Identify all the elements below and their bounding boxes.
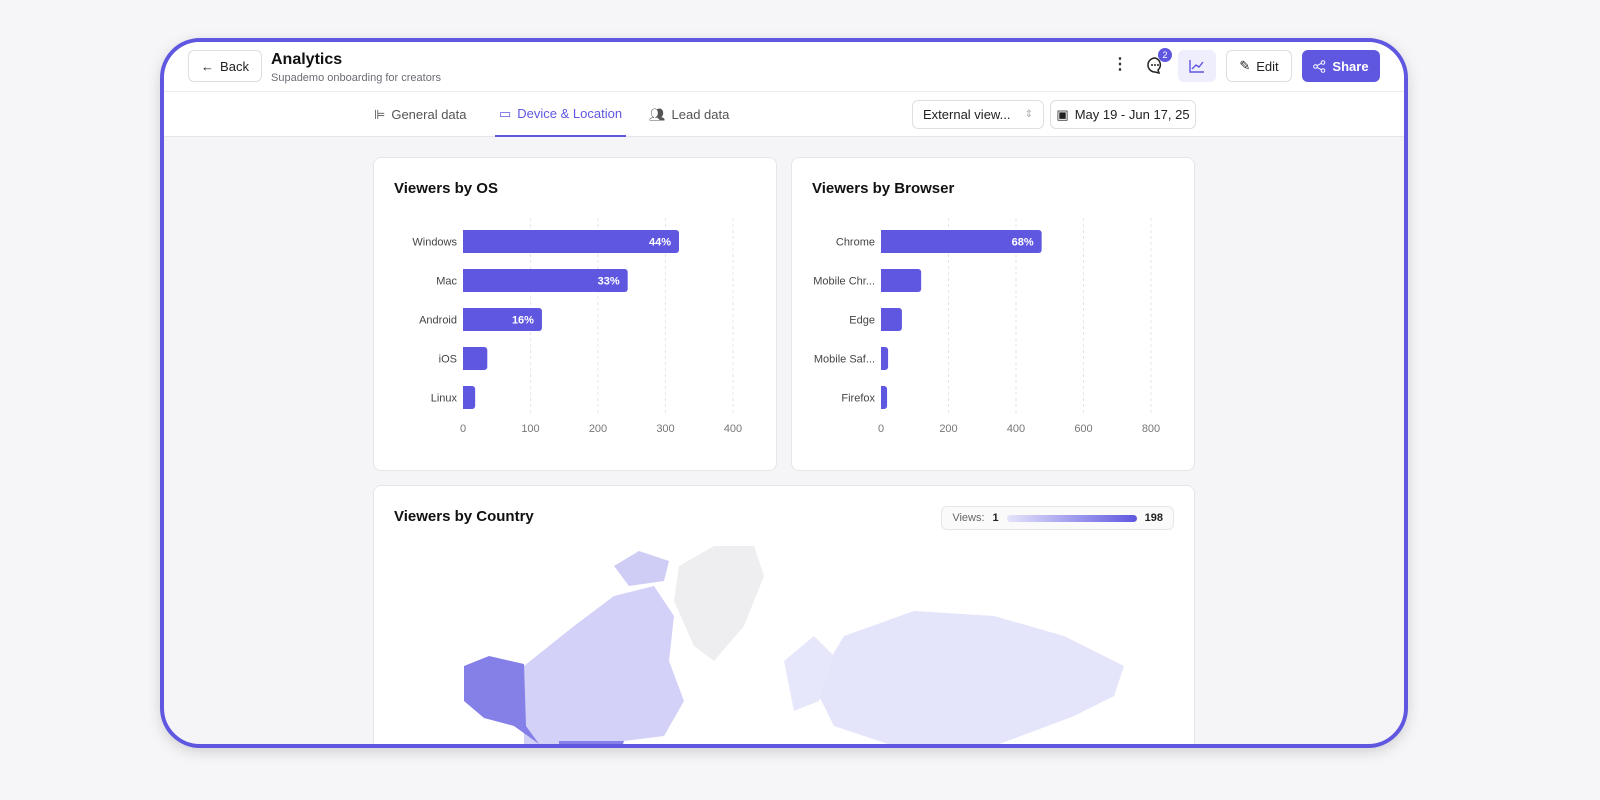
x-tick-label: 300 bbox=[656, 423, 674, 435]
category-label: Edge bbox=[849, 315, 875, 327]
country-map-title: Viewers by Country bbox=[394, 508, 534, 525]
map-scandinavia bbox=[784, 636, 834, 711]
category-label: Mac bbox=[436, 276, 457, 288]
calendar-icon: ▣ bbox=[1056, 106, 1069, 122]
bar-data-label: 33% bbox=[598, 276, 620, 288]
bar bbox=[881, 230, 1042, 253]
x-tick-label: 600 bbox=[1074, 423, 1092, 435]
x-tick-label: 0 bbox=[878, 423, 884, 435]
devices-icon: ▭ bbox=[499, 105, 512, 121]
viewer-type-select[interactable]: External view... ⇕ bbox=[912, 100, 1044, 129]
browser-bar-chart: 0 200 400 600 800 Chrome 68% Mobile Chr... Edge M… bbox=[813, 218, 1160, 435]
bar bbox=[463, 230, 679, 253]
os-chart-card: Viewers by OS 0 100 200 300 400 Windows 44% Mac… bbox=[373, 157, 777, 471]
map-canada bbox=[524, 586, 684, 744]
x-tick-label: 200 bbox=[589, 423, 607, 435]
app-window: ← Back Analytics Supademo onboarding for … bbox=[160, 38, 1408, 748]
country-map-card: Viewers by Country Views: 1 198 bbox=[373, 485, 1195, 744]
x-tick-label: 400 bbox=[724, 423, 742, 435]
bar bbox=[463, 386, 476, 409]
map-arctic-islands bbox=[614, 551, 669, 586]
page-title: Analytics bbox=[271, 51, 343, 68]
bar bbox=[463, 269, 628, 292]
bar-data-label: 68% bbox=[1012, 237, 1034, 249]
category-label: Android bbox=[419, 315, 457, 327]
views-gradient bbox=[1006, 514, 1137, 522]
category-label: Firefox bbox=[841, 393, 875, 405]
bar bbox=[463, 347, 488, 370]
header: ← Back Analytics Supademo onboarding for … bbox=[164, 42, 1404, 92]
share-button[interactable]: Share bbox=[1302, 50, 1380, 82]
map-russia bbox=[814, 611, 1124, 744]
category-label: Mobile Chr... bbox=[813, 276, 875, 288]
category-label: Chrome bbox=[836, 237, 875, 249]
bar-align-icon: ⊫ bbox=[374, 106, 386, 122]
tab-general-data[interactable]: ⊫ General data bbox=[374, 106, 467, 123]
pencil-icon: ✎ bbox=[1239, 58, 1251, 73]
category-label: Windows bbox=[412, 237, 457, 249]
tab-lead-data[interactable]: 👥︎ Lead data bbox=[649, 106, 730, 123]
bar bbox=[881, 347, 889, 370]
x-tick-label: 0 bbox=[460, 423, 466, 435]
date-range-picker[interactable]: ▣ May 19 - Jun 17, 25 bbox=[1050, 100, 1196, 129]
category-label: Mobile Saf... bbox=[814, 354, 875, 366]
more-menu-icon[interactable]: ⋮ bbox=[1112, 56, 1128, 73]
category-label: iOS bbox=[439, 354, 457, 366]
os-bar-chart: 0 100 200 300 400 Windows 44% Mac 33% Android 16% i… bbox=[412, 218, 742, 435]
comments-badge: 2 bbox=[1158, 48, 1172, 62]
share-icon bbox=[1313, 59, 1326, 73]
bar bbox=[881, 308, 902, 331]
bar bbox=[881, 386, 888, 409]
arrow-left-icon: ← bbox=[201, 58, 215, 74]
chat-icon bbox=[1147, 57, 1162, 75]
bar bbox=[463, 308, 542, 331]
browser-chart-card: Viewers by Browser 0 200 400 600 800 Chrome 68… bbox=[791, 157, 1195, 471]
back-button[interactable]: ← Back bbox=[188, 50, 262, 82]
analytics-button[interactable] bbox=[1178, 50, 1216, 82]
tab-device-location[interactable]: ▭ Device & Location bbox=[495, 92, 627, 137]
bar-data-label: 44% bbox=[649, 237, 671, 249]
comments-button[interactable]: 2 bbox=[1146, 48, 1172, 76]
users-icon: 👥︎ bbox=[649, 106, 666, 122]
map-usa bbox=[559, 741, 624, 744]
category-label: Linux bbox=[431, 393, 458, 405]
bar-data-label: 16% bbox=[512, 315, 534, 327]
page-subtitle: Supademo onboarding for creators bbox=[271, 72, 441, 84]
browser-chart-title: Viewers by Browser bbox=[812, 180, 955, 197]
chevron-updown-icon: ⇕ bbox=[1024, 109, 1033, 120]
bar bbox=[881, 269, 922, 292]
map-alaska bbox=[464, 656, 539, 744]
x-tick-label: 100 bbox=[521, 423, 539, 435]
trend-chart-icon bbox=[1189, 60, 1204, 73]
edit-button[interactable]: ✎ Edit bbox=[1226, 50, 1292, 82]
world-map bbox=[464, 546, 1124, 744]
x-tick-label: 400 bbox=[1007, 423, 1025, 435]
os-chart-title: Viewers by OS bbox=[394, 180, 498, 197]
map-greenland bbox=[674, 546, 764, 661]
tab-bar: ⊫ General data ▭ Device & Location 👥︎ Lead … bbox=[164, 92, 1404, 137]
x-tick-label: 800 bbox=[1142, 423, 1160, 435]
views-legend: Views: 1 198 bbox=[941, 506, 1174, 530]
x-tick-label: 200 bbox=[939, 423, 957, 435]
